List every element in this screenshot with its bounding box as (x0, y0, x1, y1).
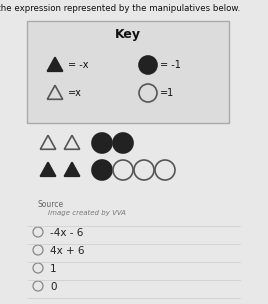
Text: -4x - 6: -4x - 6 (50, 227, 83, 237)
Text: = -x: = -x (68, 60, 88, 70)
Text: 4x + 6: 4x + 6 (50, 246, 84, 255)
Circle shape (92, 133, 112, 153)
Text: Image created by VVA: Image created by VVA (48, 210, 126, 216)
Circle shape (113, 133, 133, 153)
Text: Simplify the expression represented by the manipulatives below.: Simplify the expression represented by t… (0, 4, 240, 13)
Polygon shape (40, 162, 56, 176)
Text: Key: Key (115, 28, 141, 41)
Text: 0: 0 (50, 282, 57, 292)
Text: =x: =x (68, 88, 82, 98)
Text: = -1: = -1 (160, 60, 181, 70)
Polygon shape (47, 57, 63, 71)
Text: =1: =1 (160, 88, 174, 98)
Polygon shape (64, 162, 80, 176)
Circle shape (139, 56, 157, 74)
Text: 1: 1 (50, 264, 57, 274)
Circle shape (92, 160, 112, 180)
FancyBboxPatch shape (27, 21, 229, 123)
Text: Source: Source (38, 200, 64, 209)
Text: Simplify the expression represented by the manipulatives below.: Simplify the expression represented by t… (0, 303, 1, 304)
